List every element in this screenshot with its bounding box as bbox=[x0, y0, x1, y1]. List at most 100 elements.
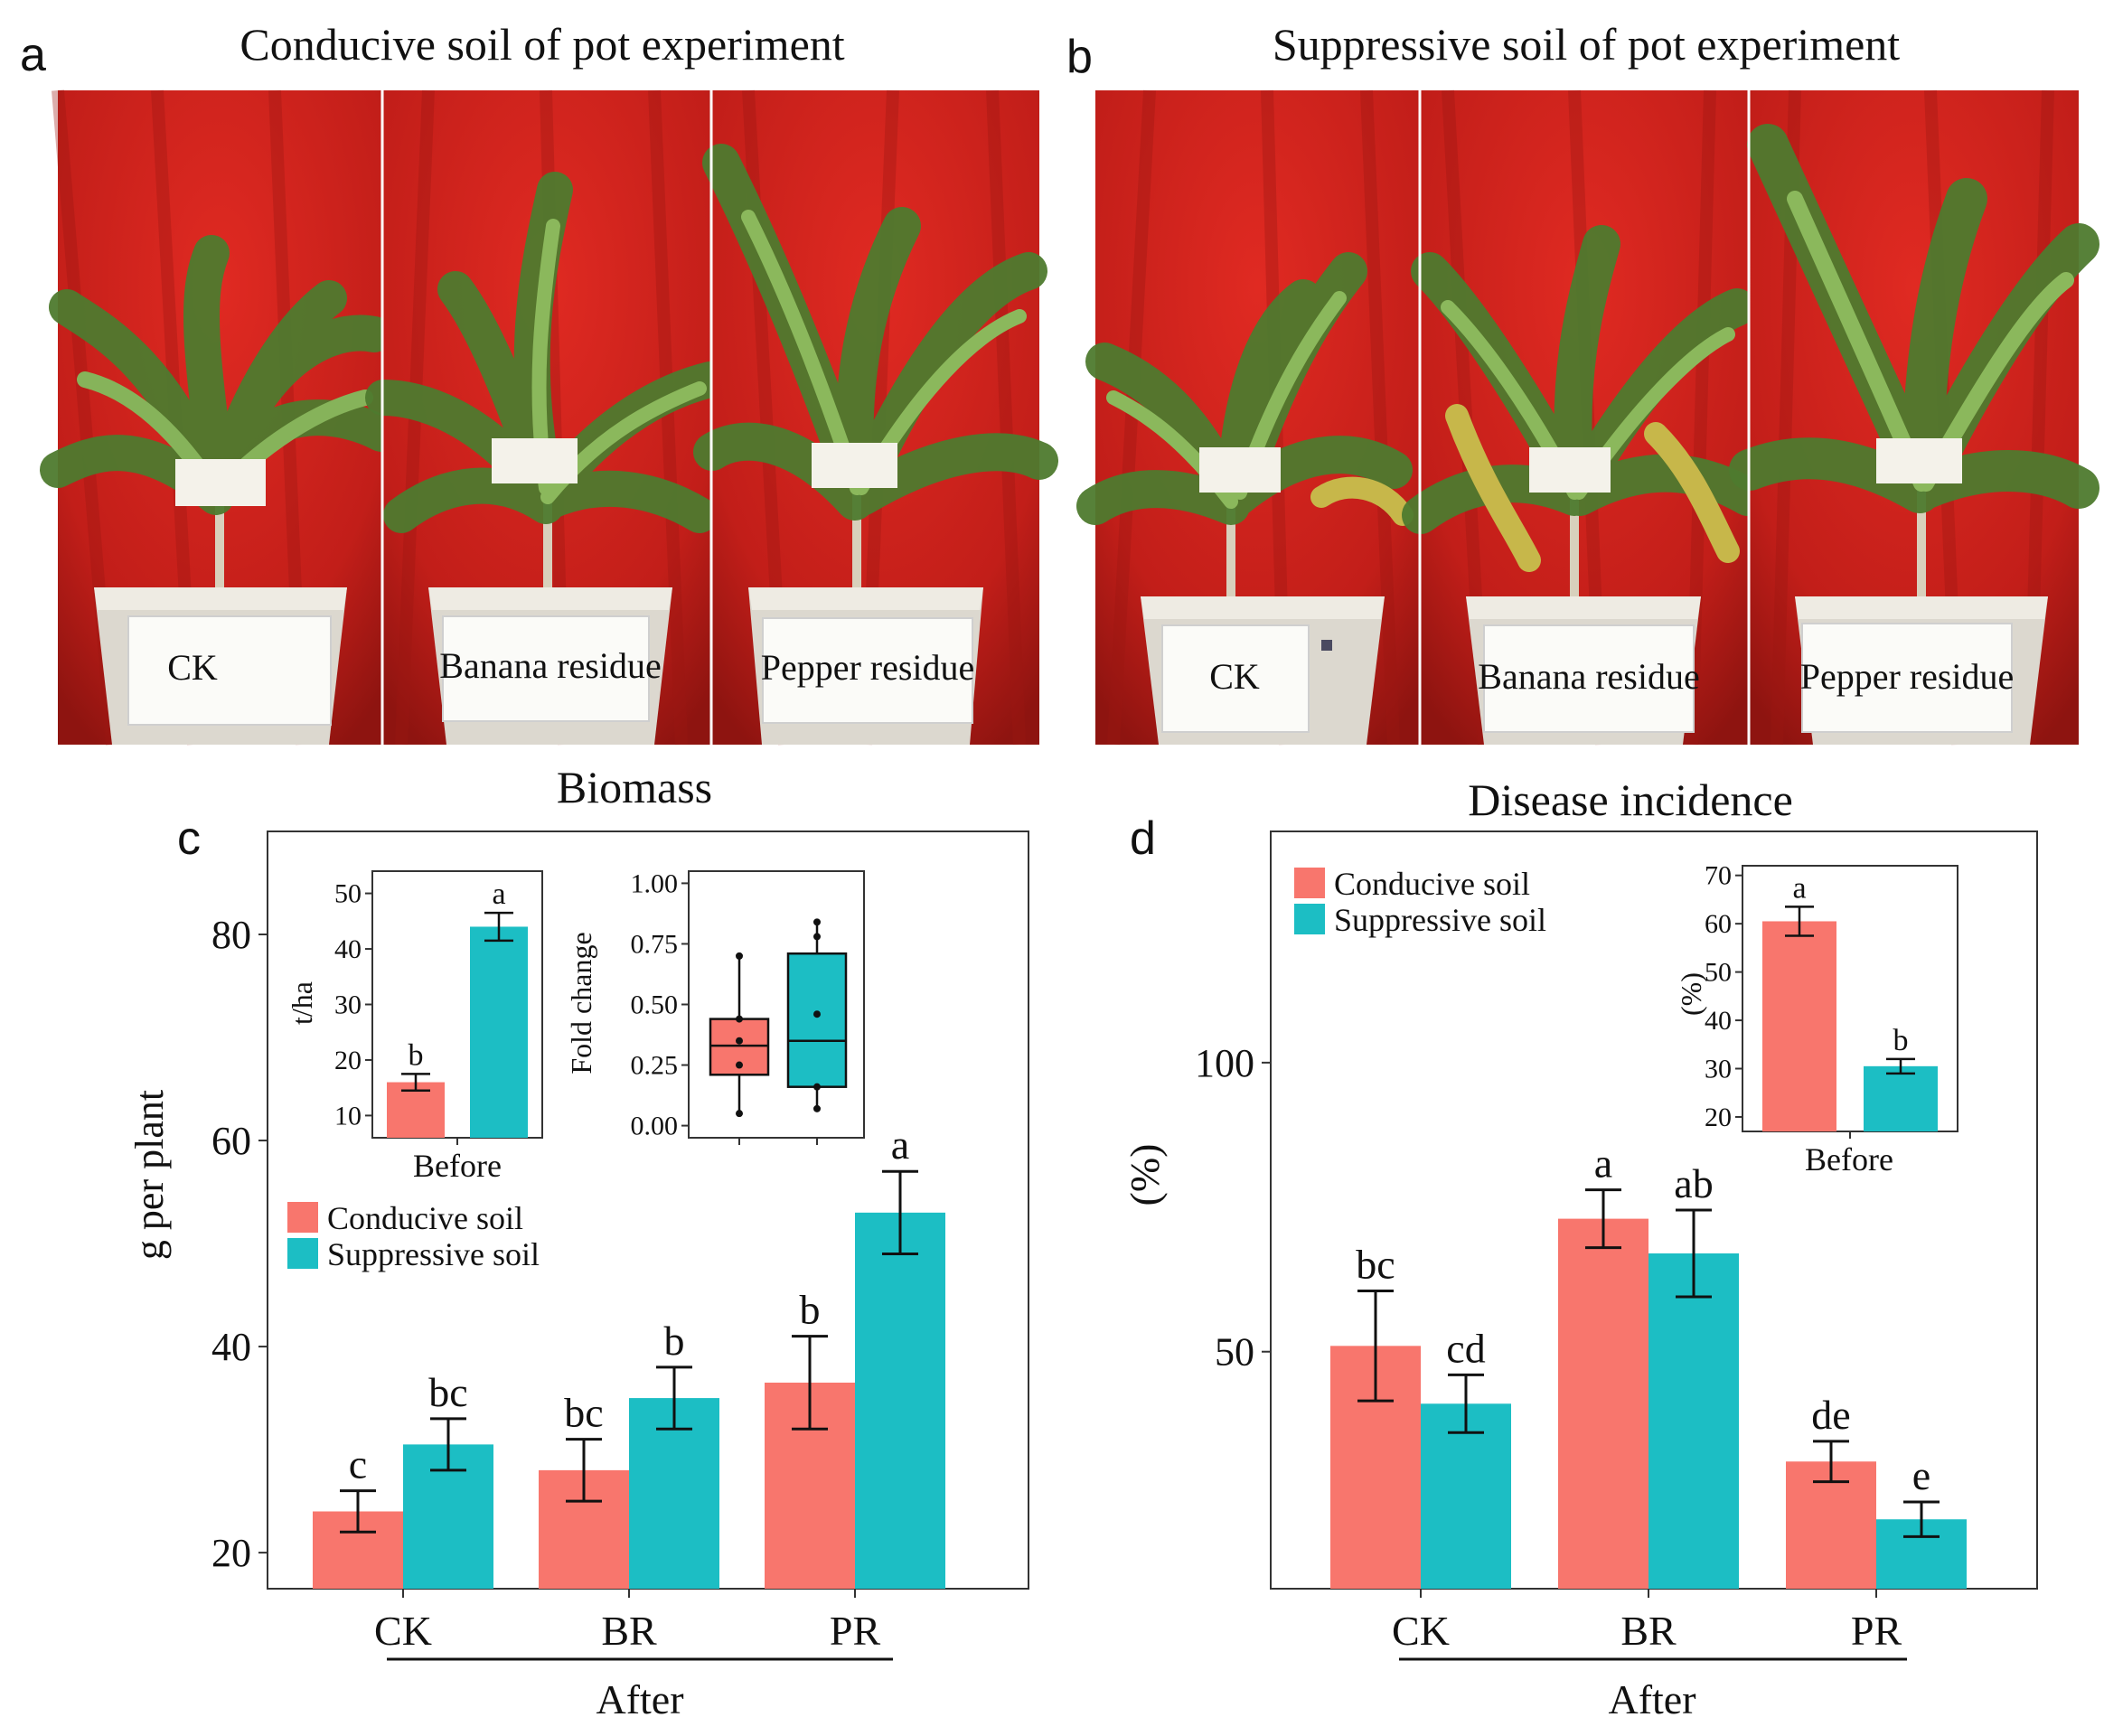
inset-y-tick-label: 50 bbox=[334, 879, 362, 909]
panel-c-xlabel: After bbox=[596, 1676, 683, 1722]
inset-c1-ylabel: t/ha bbox=[286, 981, 318, 1025]
inset-c2-ylabel: Fold change bbox=[565, 932, 597, 1074]
inset-significance-letter: a bbox=[1792, 871, 1806, 905]
x-tick-label: CK bbox=[1392, 1608, 1450, 1654]
box-point bbox=[813, 918, 821, 926]
inset-y-tick-label: 40 bbox=[1705, 1006, 1732, 1036]
inset-y-tick-label: 50 bbox=[1705, 958, 1732, 988]
inset-y-tick-label: 0.00 bbox=[631, 1112, 679, 1141]
panel-b-label-ck: CK bbox=[1209, 656, 1260, 697]
panel-c-title: Biomass bbox=[557, 762, 712, 812]
panel-c-inset-before: 10 20 30 40 50 b a t/ha Before bbox=[286, 870, 543, 1184]
inset-y-tick-label: 30 bbox=[1705, 1055, 1732, 1084]
panel-c-inset-foldchange: 0.00 0.25 0.50 0.75 1.00 Fold change bbox=[565, 868, 865, 1145]
panel-d-title: Disease incidence bbox=[1468, 774, 1793, 825]
bar bbox=[855, 1212, 945, 1589]
significance-letter: cd bbox=[1446, 1325, 1485, 1371]
significance-letter: b bbox=[800, 1287, 821, 1333]
photo-pepper-suppressive bbox=[1729, 89, 2099, 746]
significance-letter: a bbox=[1594, 1140, 1612, 1187]
panel-c-legend: Conducive soil Suppressive soil bbox=[287, 1200, 540, 1272]
panel-c-plot: 20 40 60 80 CK c bc BR bc b PR b a bbox=[211, 913, 945, 1654]
box-point bbox=[813, 1010, 821, 1018]
photo-banana-conducive bbox=[365, 89, 728, 746]
inset-bar bbox=[1864, 1065, 1938, 1131]
bar bbox=[1558, 1218, 1648, 1589]
panel-c-ylabel: g per plant bbox=[127, 1090, 172, 1260]
box-point bbox=[813, 1104, 821, 1112]
inset-significance-letter: b bbox=[1893, 1024, 1909, 1057]
inset-bar bbox=[470, 926, 528, 1138]
inset-y-tick-label: 70 bbox=[1705, 861, 1732, 891]
panel-c-letter: c bbox=[177, 812, 201, 865]
panel-d-plot: 50 100 CK bc cd BR a ab PR de e bbox=[1195, 1041, 1967, 1654]
y-tick-label: 20 bbox=[211, 1531, 251, 1575]
significance-letter: bc bbox=[428, 1369, 467, 1415]
legend-label-suppressive: Suppressive soil bbox=[327, 1236, 540, 1272]
panel-b-title: Suppressive soil of pot experiment bbox=[1273, 19, 1900, 70]
bar bbox=[1421, 1403, 1511, 1589]
y-tick-label: 50 bbox=[1215, 1330, 1254, 1375]
inset-y-tick-label: 10 bbox=[334, 1101, 362, 1131]
legend-swatch-conducive-d bbox=[1294, 868, 1325, 898]
photo-ck-conducive bbox=[40, 89, 399, 746]
significance-letter: ab bbox=[1674, 1160, 1713, 1206]
x-tick-label: PR bbox=[1851, 1608, 1902, 1654]
inset-y-tick-label: 20 bbox=[1705, 1103, 1732, 1132]
significance-letter: b bbox=[664, 1318, 685, 1364]
panel-c: c Biomass g per plant 20 40 60 80 CK c bc BR bc b… bbox=[127, 762, 1029, 1722]
inset-y-tick-label: 40 bbox=[334, 934, 362, 964]
panel-b-photo bbox=[1076, 89, 2099, 746]
x-tick-label: CK bbox=[374, 1608, 432, 1654]
panel-d-letter: d bbox=[1130, 812, 1156, 865]
box-point bbox=[736, 1110, 743, 1118]
significance-letter: a bbox=[891, 1121, 909, 1168]
significance-letter: c bbox=[349, 1441, 367, 1487]
panel-d-ylabel: (%) bbox=[1122, 1144, 1168, 1206]
inset-y-tick-label: 1.00 bbox=[631, 868, 679, 898]
box-point bbox=[736, 1037, 743, 1045]
y-tick-label: 40 bbox=[211, 1325, 251, 1369]
box-point bbox=[736, 1015, 743, 1023]
panel-b-label-banana: Banana residue bbox=[1478, 656, 1699, 697]
box bbox=[786, 952, 848, 1088]
panel-b-label-pepper: Pepper residue bbox=[1800, 656, 2015, 697]
legend-label-conducive-d: Conducive soil bbox=[1334, 866, 1530, 902]
inset-d1-xlabel: Before bbox=[1805, 1141, 1893, 1178]
panel-b: b Suppressive soil of pot experiment bbox=[1066, 19, 2099, 746]
significance-letter: bc bbox=[564, 1390, 603, 1436]
y-tick-label: 100 bbox=[1195, 1041, 1254, 1085]
inset-significance-letter: b bbox=[409, 1038, 424, 1072]
inset-y-tick-label: 0.75 bbox=[631, 929, 679, 959]
inset-y-tick-label: 0.50 bbox=[631, 990, 679, 1020]
inset-bar bbox=[1762, 921, 1836, 1131]
inset-y-tick-label: 60 bbox=[1705, 909, 1732, 939]
legend-swatch-suppressive bbox=[287, 1238, 318, 1269]
box-point bbox=[736, 1061, 743, 1069]
legend-label-suppressive-d: Suppressive soil bbox=[1334, 902, 1546, 938]
significance-letter: e bbox=[1912, 1452, 1930, 1498]
inset-d1-ylabel: (%) bbox=[1675, 972, 1707, 1016]
legend-swatch-suppressive-d bbox=[1294, 904, 1325, 934]
inset-y-tick-label: 0.25 bbox=[631, 1051, 679, 1081]
legend-label-conducive: Conducive soil bbox=[327, 1200, 523, 1236]
x-tick-label: BR bbox=[1620, 1608, 1677, 1654]
box-point bbox=[813, 1083, 821, 1091]
x-tick-label: BR bbox=[601, 1608, 657, 1654]
box-point bbox=[813, 933, 821, 941]
y-tick-label: 60 bbox=[211, 1119, 251, 1163]
box-point bbox=[736, 952, 743, 960]
panel-b-letter: b bbox=[1066, 31, 1093, 83]
panel-a-label-pepper: Pepper residue bbox=[761, 647, 975, 688]
panel-a-photo bbox=[40, 89, 1058, 746]
inset-c1-xlabel: Before bbox=[413, 1148, 502, 1184]
significance-letter: bc bbox=[1356, 1242, 1395, 1288]
photo-ck-suppressive bbox=[1076, 89, 1419, 746]
photo-banana-suppressive bbox=[1402, 89, 1767, 746]
panel-a-label-ck: CK bbox=[167, 647, 218, 688]
panel-a-letter: a bbox=[20, 29, 46, 81]
panel-d-legend: Conducive soil Suppressive soil bbox=[1294, 866, 1546, 938]
legend-swatch-conducive bbox=[287, 1202, 318, 1233]
panel-a: a Conducive soil of pot experiment bbox=[20, 19, 1058, 746]
